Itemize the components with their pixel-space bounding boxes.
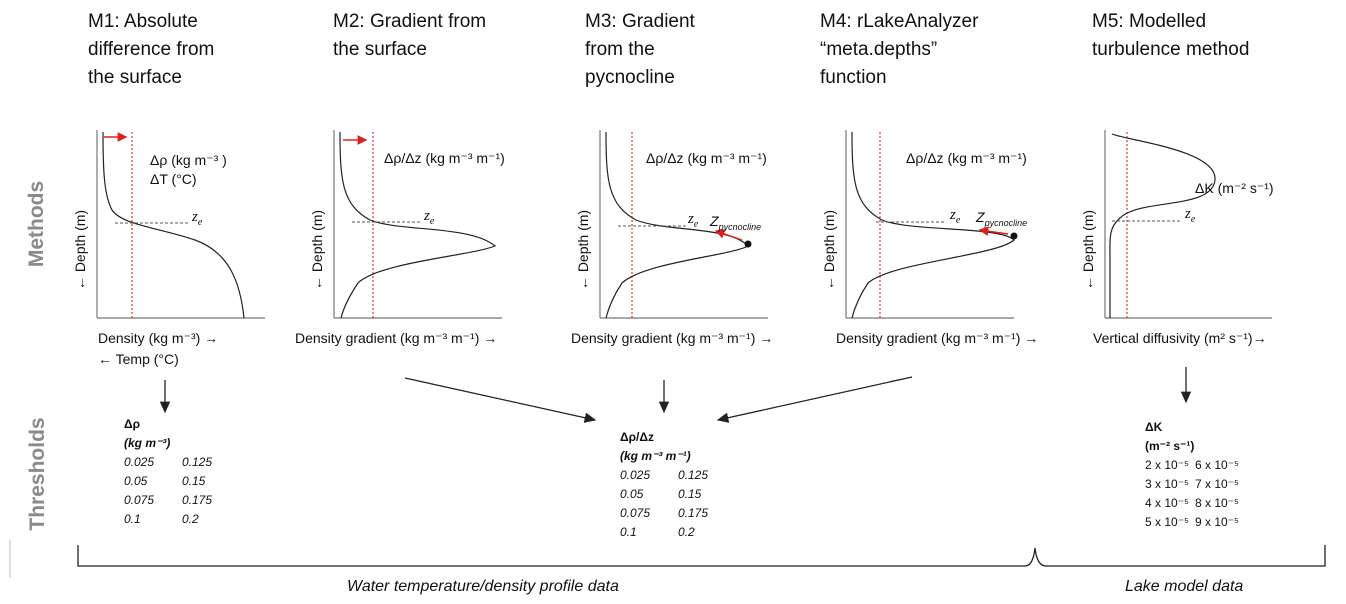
threshold-value: 0.125 bbox=[678, 468, 709, 482]
threshold-value: 0.1 bbox=[620, 525, 637, 539]
title-m2: M2: Gradient from the surface bbox=[333, 11, 487, 60]
threshold-value: 0.2 bbox=[182, 512, 199, 526]
m4-zpycnocline: Zpycnocline bbox=[976, 209, 1028, 228]
threshold-value: 6 x 10⁻⁵ bbox=[1195, 458, 1239, 472]
m5-dk-label: ΔK (m⁻² s⁻¹) bbox=[1195, 180, 1274, 196]
title-m4: M4: rLakeAnalyzer “meta.depths” function bbox=[820, 11, 979, 88]
footer-profile-data: Water temperature/density profile data bbox=[347, 578, 619, 595]
threshold-value: 0.15 bbox=[182, 474, 206, 488]
m2-ze: ze bbox=[424, 208, 435, 227]
m3-ze: ze bbox=[688, 211, 699, 230]
threshold-value: 0.075 bbox=[620, 506, 651, 520]
m5-x-label: Vertical diffusivity (m² s⁻¹)→ bbox=[1093, 330, 1267, 346]
threshold-diffusivity-head1: ΔK bbox=[1145, 420, 1163, 434]
threshold-value: 3 x 10⁻⁵ bbox=[1145, 477, 1189, 491]
arrow-m4-threshold bbox=[716, 376, 913, 423]
threshold-value: 0.175 bbox=[678, 506, 709, 520]
threshold-diffusivity-head2: (m⁻² s⁻¹) bbox=[1145, 439, 1195, 453]
m4-grad-label: Δρ/Δz (kg m⁻³ m⁻¹) bbox=[906, 150, 1027, 166]
title-m1: M1: Absolute difference from the surface bbox=[88, 11, 215, 88]
threshold-diffusivity: ΔK (m⁻² s⁻¹) 2 x 10⁻⁵ 6 x 10⁻⁵ 3 x 10⁻⁵ … bbox=[1145, 418, 1250, 532]
threshold-gradient: Δρ/Δz (kg m⁻³ m⁻¹) 0.025 0.125 0.05 0.15… bbox=[620, 428, 736, 542]
m3-x-label: Density gradient (kg m⁻³ m⁻¹) → bbox=[571, 330, 774, 346]
m1-x-label: Density (kg m⁻³) → bbox=[98, 330, 219, 346]
threshold-value: 0.175 bbox=[182, 493, 213, 507]
threshold-value: 0.15 bbox=[678, 487, 702, 501]
m5-ze: ze bbox=[1185, 206, 1196, 225]
threshold-value: 0.1 bbox=[124, 512, 141, 526]
footer-model-data: Lake model data bbox=[1125, 578, 1244, 595]
m2-depth-label: ← Depth (m) bbox=[309, 209, 325, 291]
m3-depth-label: ← Depth (m) bbox=[575, 209, 591, 291]
threshold-gradient-values: 0.025 0.125 0.05 0.15 0.075 0.175 0.1 0.… bbox=[620, 466, 736, 542]
threshold-density: Δρ (kg m⁻³) 0.025 0.125 0.05 0.15 0.075 … bbox=[124, 415, 240, 529]
threshold-value: 2 x 10⁻⁵ bbox=[1145, 458, 1189, 472]
threshold-value: 9 x 10⁻⁵ bbox=[1195, 515, 1239, 529]
threshold-diffusivity-values: 2 x 10⁻⁵ 6 x 10⁻⁵ 3 x 10⁻⁵ 7 x 10⁻⁵ 4 x … bbox=[1145, 456, 1250, 532]
m1-delta-rho: Δρ (kg m⁻³ ) bbox=[150, 152, 227, 168]
arrow-m2-threshold bbox=[404, 377, 597, 423]
m4-x-label: Density gradient (kg m⁻³ m⁻¹) → bbox=[836, 330, 1039, 346]
threshold-density-head1: Δρ bbox=[124, 417, 141, 431]
title-m3: M3: Gradient from the pycnocline bbox=[585, 11, 695, 88]
threshold-value: 0.025 bbox=[124, 455, 155, 469]
m1-depth-label: ← Depth (m) bbox=[72, 209, 88, 291]
threshold-value: 5 x 10⁻⁵ bbox=[1145, 515, 1189, 529]
m4-depth-label: ← Depth (m) bbox=[821, 209, 837, 291]
m4-ze: ze bbox=[950, 207, 961, 226]
threshold-value: 0.05 bbox=[124, 474, 148, 488]
threshold-value: 8 x 10⁻⁵ bbox=[1195, 496, 1239, 510]
threshold-density-head2: (kg m⁻³) bbox=[124, 436, 171, 450]
threshold-value: 0.05 bbox=[620, 487, 644, 501]
panel-m5 bbox=[1104, 130, 1272, 319]
m1-delta-t: ΔT (°C) bbox=[150, 171, 197, 187]
m1-x-label-2: ← Temp (°C) bbox=[98, 351, 179, 367]
bottom-brace bbox=[77, 545, 1326, 567]
panel-m4 bbox=[845, 130, 1018, 319]
title-m5: M5: Modelled turbulence method bbox=[1092, 11, 1250, 60]
m2-x-label: Density gradient (kg m⁻³ m⁻¹) → bbox=[295, 330, 498, 346]
m1-ze: ze bbox=[192, 209, 203, 228]
threshold-density-values: 0.025 0.125 0.05 0.15 0.075 0.175 0.1 0.… bbox=[124, 453, 240, 529]
threshold-gradient-head1: Δρ/Δz bbox=[620, 430, 655, 444]
panel-m1 bbox=[96, 130, 265, 319]
m3-zpycnocline: Zpycnocline bbox=[710, 213, 762, 232]
m5-depth-label: ← Depth (m) bbox=[1080, 209, 1096, 291]
m2-grad-label: Δρ/Δz (kg m⁻³ m⁻¹) bbox=[384, 150, 505, 166]
threshold-value: 0.125 bbox=[182, 455, 213, 469]
threshold-value: 0.2 bbox=[678, 525, 695, 539]
threshold-value: 0.025 bbox=[620, 468, 651, 482]
threshold-value: 4 x 10⁻⁵ bbox=[1145, 496, 1189, 510]
threshold-gradient-head2: (kg m⁻³ m⁻¹) bbox=[620, 449, 691, 463]
threshold-value: 7 x 10⁻⁵ bbox=[1195, 477, 1239, 491]
m3-grad-label: Δρ/Δz (kg m⁻³ m⁻¹) bbox=[646, 150, 767, 166]
panel-m3 bbox=[599, 130, 768, 319]
panel-m2 bbox=[333, 130, 502, 319]
threshold-value: 0.075 bbox=[124, 493, 155, 507]
